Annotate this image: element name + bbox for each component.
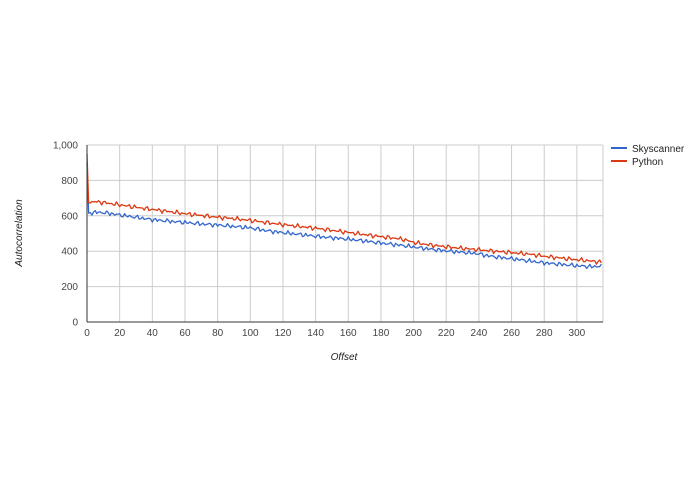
x-tick-label: 40 (147, 328, 159, 339)
axes (86, 145, 603, 323)
y-tick-label: 400 (61, 247, 78, 258)
y-tick-label: 600 (61, 211, 78, 222)
x-tick-label: 20 (114, 328, 126, 339)
series-lines (86, 153, 602, 270)
x-tick-label: 240 (471, 328, 488, 339)
legend-label-skyscanner: Skyscanner (632, 144, 685, 155)
y-tick-label: 200 (61, 282, 78, 293)
x-tick-label: 160 (340, 328, 357, 339)
x-tick-label: 280 (536, 328, 553, 339)
x-tick-label: 120 (275, 328, 292, 339)
x-axis-title: Offset (331, 352, 359, 363)
x-tick-label: 140 (307, 328, 324, 339)
legend-label-python: Python (632, 157, 663, 168)
legend: Skyscanner Python (611, 144, 685, 168)
series-line-python (86, 153, 602, 265)
x-tick-label: 60 (179, 328, 191, 339)
grid-lines (86, 144, 604, 323)
x-tick-label: 180 (373, 328, 390, 339)
y-axis-title: Autocorrelation (14, 199, 25, 268)
y-tick-label: 800 (61, 176, 78, 187)
y-tick-label: 0 (72, 318, 78, 329)
x-tick-label: 200 (405, 328, 422, 339)
x-tick-label: 300 (569, 328, 586, 339)
x-tick-label: 220 (438, 328, 455, 339)
y-tick-label: 1,000 (53, 141, 78, 152)
x-tick-label: 0 (84, 328, 90, 339)
tick-labels: 0 200 400 600 800 1,000 0 20 40 60 80 100 120 140 160 1… (53, 141, 586, 340)
x-tick-label: 80 (212, 328, 224, 339)
x-tick-label: 260 (503, 328, 520, 339)
series-line-skyscanner (86, 162, 602, 270)
x-tick-label: 100 (242, 328, 259, 339)
